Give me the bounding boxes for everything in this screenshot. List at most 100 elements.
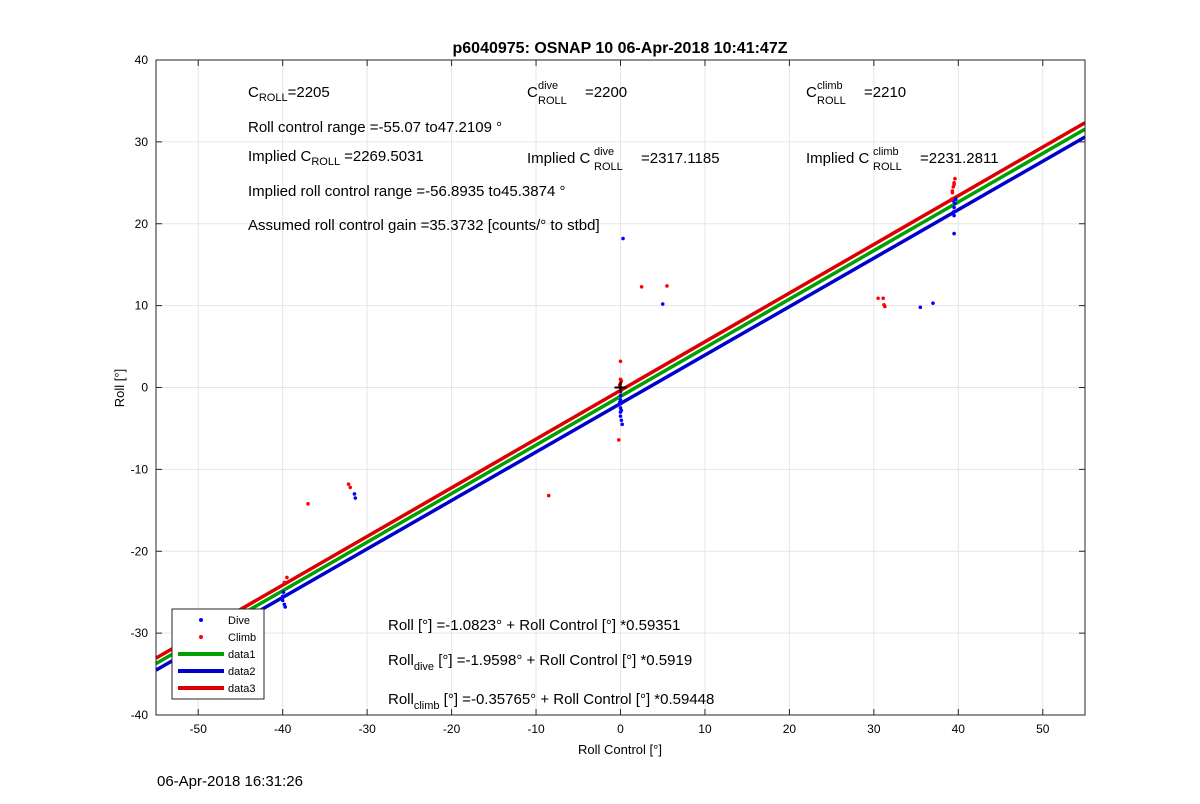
x-tick-label: -30 <box>358 722 376 736</box>
c-roll-dive-sub: ROLL <box>538 95 567 107</box>
implied-dive-value: =2317.1185 <box>641 150 720 167</box>
point-climb <box>665 284 669 288</box>
point-dive <box>280 594 285 599</box>
y-tick-label: -30 <box>131 626 149 640</box>
point-climb <box>546 493 551 498</box>
roll-control-gain-text: Assumed roll control gain =35.3732 [coun… <box>248 217 600 234</box>
legend-data2-label: data2 <box>228 666 256 678</box>
point-dive <box>352 492 357 496</box>
point-dive <box>619 418 624 423</box>
point-dive <box>931 301 935 305</box>
point-climb <box>617 438 621 442</box>
implied-c-roll-annotation: Implied CROLL =2269.5031 <box>248 148 424 168</box>
implied-c-value: =2269.5031 <box>344 148 424 165</box>
c-roll-climb-base: C <box>806 84 817 101</box>
implied-range-text: Implied roll control range =-56.8935 to4… <box>248 183 565 200</box>
implied-climb-sup: climb <box>873 146 899 158</box>
y-tick-label: -20 <box>131 544 149 558</box>
fit-dive-base: Roll <box>388 652 414 669</box>
c-roll-base: C <box>248 84 259 101</box>
point-dive <box>952 231 956 236</box>
point-dive <box>660 302 665 306</box>
c-roll-annotation: CROLL=2205 <box>248 84 330 104</box>
plot-frame <box>155 59 1086 716</box>
x-tick-label: 0 <box>617 722 624 736</box>
point-climb <box>949 197 954 201</box>
fit-climb-base: Roll <box>388 691 414 708</box>
x-tick-label: 30 <box>867 722 881 736</box>
c-roll-value: =2205 <box>288 84 330 101</box>
point-dive <box>618 414 623 418</box>
center-marker <box>614 381 627 394</box>
footer-timestamp: 06-Apr-2018 16:31:26 <box>157 773 303 790</box>
c-roll-climb-sub: ROLL <box>817 95 846 107</box>
implied-c-sub: ROLL <box>311 156 340 168</box>
c-roll-sub: ROLL <box>259 92 288 104</box>
x-tick-label: -40 <box>274 722 292 736</box>
point-dive <box>918 305 923 310</box>
y-tick-label: 30 <box>135 135 149 149</box>
point-dive <box>619 408 624 413</box>
point-climb <box>282 580 287 585</box>
point-dive <box>952 209 956 214</box>
point-dive <box>281 590 286 594</box>
c-roll-dive-base: C <box>527 84 538 101</box>
fit-dive-rest: [°] =-1.9598° + Roll Control [°] *0.5919 <box>434 652 692 669</box>
point-climb <box>618 359 623 364</box>
point-dive <box>952 205 956 210</box>
fit-all-equation: Roll [°] =-1.0823° + Roll Control [°] *0… <box>388 617 680 634</box>
chart-title: p6040975: OSNAP 10 06-Apr-2018 10:41:47Z <box>453 40 788 57</box>
point-dive <box>621 236 625 241</box>
point-climb <box>953 176 957 181</box>
point-dive <box>280 598 285 603</box>
point-dive <box>620 422 624 427</box>
c-roll-dive-sup: dive <box>538 80 558 92</box>
legend-data3-label: data3 <box>228 683 256 695</box>
legend-climb-label: Climb <box>228 632 256 644</box>
legend-data1-label: data1 <box>228 649 256 661</box>
point-climb <box>883 304 887 309</box>
legend-dive-marker <box>199 618 203 622</box>
point-climb <box>950 190 955 195</box>
point-dive <box>353 496 358 500</box>
point-dive <box>617 400 622 405</box>
y-tick-label: 20 <box>135 217 149 231</box>
point-climb <box>952 182 956 187</box>
fit-climb-equation: Rollclimb [°] =-0.35765° + Roll Control … <box>388 691 714 712</box>
fit-climb-rest: [°] =-0.35765° + Roll Control [°] *0.594… <box>440 691 715 708</box>
implied-dive-prefix: Implied C <box>527 150 591 167</box>
x-tick-label: 40 <box>952 722 966 736</box>
c-roll-dive-value: =2200 <box>585 84 627 101</box>
implied-c-prefix: Implied C <box>248 148 312 165</box>
scatter-points <box>196 176 958 623</box>
x-tick-label: -10 <box>527 722 545 736</box>
tick-labels: -50 -40 -30 -20 -10 0 10 20 30 40 50 -40 -30 -20 -10 0 1… <box>131 53 1085 736</box>
point-climb <box>881 296 885 301</box>
x-tick-label: 10 <box>698 722 712 736</box>
implied-dive-sup: dive <box>594 146 614 158</box>
implied-climb-value: =2231.2811 <box>920 150 999 167</box>
point-dive <box>952 213 956 218</box>
point-dive <box>283 605 288 609</box>
implied-climb-sub: ROLL <box>873 161 902 173</box>
x-axis-label: Roll Control [°] <box>578 742 662 757</box>
c-roll-climb-value: =2210 <box>864 84 906 101</box>
point-climb <box>346 482 351 486</box>
x-tick-label: 50 <box>1036 722 1050 736</box>
x-tick-label: -20 <box>443 722 461 736</box>
implied-dive-sub: ROLL <box>594 161 623 173</box>
roll-control-range-text: Roll control range =-55.07 to47.2109 ° <box>248 119 502 136</box>
legend-climb-marker <box>199 635 203 639</box>
fit-dive-sub: dive <box>414 661 434 673</box>
legend-dive-label: Dive <box>228 615 250 627</box>
fit-climb-sub: climb <box>414 700 440 712</box>
point-climb <box>876 296 880 301</box>
fit-dive-equation: Rolldive [°] =-1.9598° + Roll Control [°… <box>388 652 692 673</box>
y-tick-label: 0 <box>141 381 148 395</box>
x-tick-label: -50 <box>190 722 208 736</box>
point-climb <box>306 501 310 506</box>
legend: Dive Climb data1 data2 data3 <box>171 608 265 700</box>
c-roll-climb-sup: climb <box>817 80 843 92</box>
y-tick-label: 40 <box>135 53 149 67</box>
